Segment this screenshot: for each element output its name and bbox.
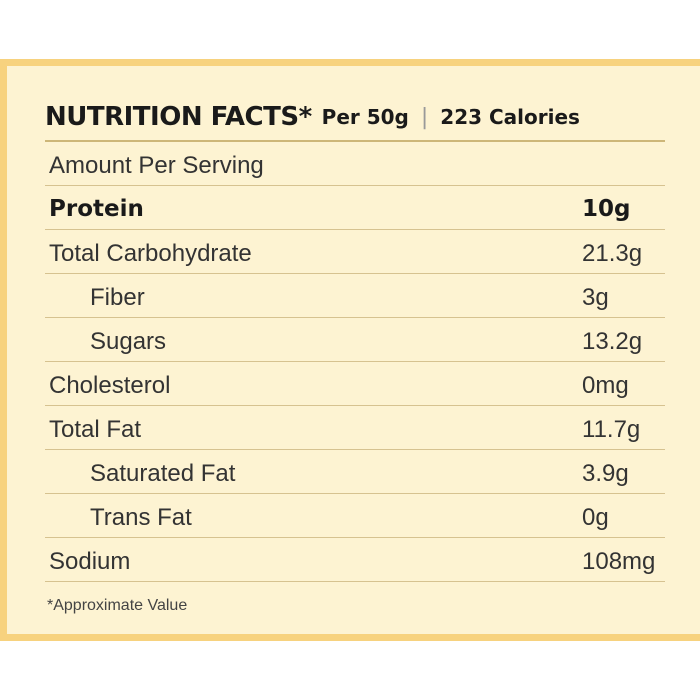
nutrient-value: 0g <box>582 504 609 531</box>
nutrient-value: 11.7g <box>582 416 641 443</box>
nutrient-value: 108mg <box>582 548 656 575</box>
header-divider <box>45 140 665 142</box>
nutrient-value: 21.3g <box>582 240 643 267</box>
calories-value: 223 Calories <box>440 105 580 129</box>
nutrient-name: Sodium <box>49 548 131 575</box>
header-separator: | <box>420 104 429 130</box>
nutrient-name: Sugars <box>90 328 167 355</box>
nutrient-row-protein: Protein 10g <box>45 186 665 230</box>
nutrition-header: NUTRITION FACTS* Per 50g | 223 Calories <box>45 95 665 139</box>
nutrition-title: NUTRITION FACTS* <box>45 102 312 132</box>
serving-size: Per 50g <box>321 105 409 129</box>
footnote: *Approximate Value <box>47 597 188 614</box>
nutrient-name: Saturated Fat <box>90 460 236 487</box>
nutrient-name: Total Carbohydrate <box>49 240 252 267</box>
serving-label: Amount Per Serving <box>49 152 264 179</box>
nutrient-value: 0mg <box>582 372 629 399</box>
nutrient-row-sodium: Sodium 108mg <box>45 538 665 582</box>
nutrient-row-trans-fat: Trans Fat 0g <box>45 494 665 538</box>
nutrient-name: Protein <box>49 196 144 222</box>
nutrient-row-fiber: Fiber 3g <box>45 274 665 318</box>
nutrient-row-total-fat: Total Fat 11.7g <box>45 406 665 450</box>
nutrient-row-saturated-fat: Saturated Fat 3.9g <box>45 450 665 494</box>
nutrient-value: 10g <box>582 196 631 222</box>
nutrient-name: Trans Fat <box>90 504 192 531</box>
serving-label-row: Amount Per Serving <box>45 142 665 186</box>
nutrient-value: 3g <box>582 284 609 311</box>
nutrient-value: 3.9g <box>582 460 629 487</box>
nutrient-name: Total Fat <box>49 416 142 443</box>
nutrition-facts-panel: NUTRITION FACTS* Per 50g | 223 Calories … <box>0 59 700 641</box>
nutrient-table: Amount Per Serving Protein 10g Total Car… <box>45 142 665 582</box>
nutrient-row-sugars: Sugars 13.2g <box>45 318 665 362</box>
nutrient-row-total-carbohydrate: Total Carbohydrate 21.3g <box>45 230 665 274</box>
nutrient-name: Fiber <box>90 284 145 311</box>
nutrient-value: 13.2g <box>582 328 643 355</box>
nutrient-row-cholesterol: Cholesterol 0mg <box>45 362 665 406</box>
nutrient-name: Cholesterol <box>49 372 171 399</box>
